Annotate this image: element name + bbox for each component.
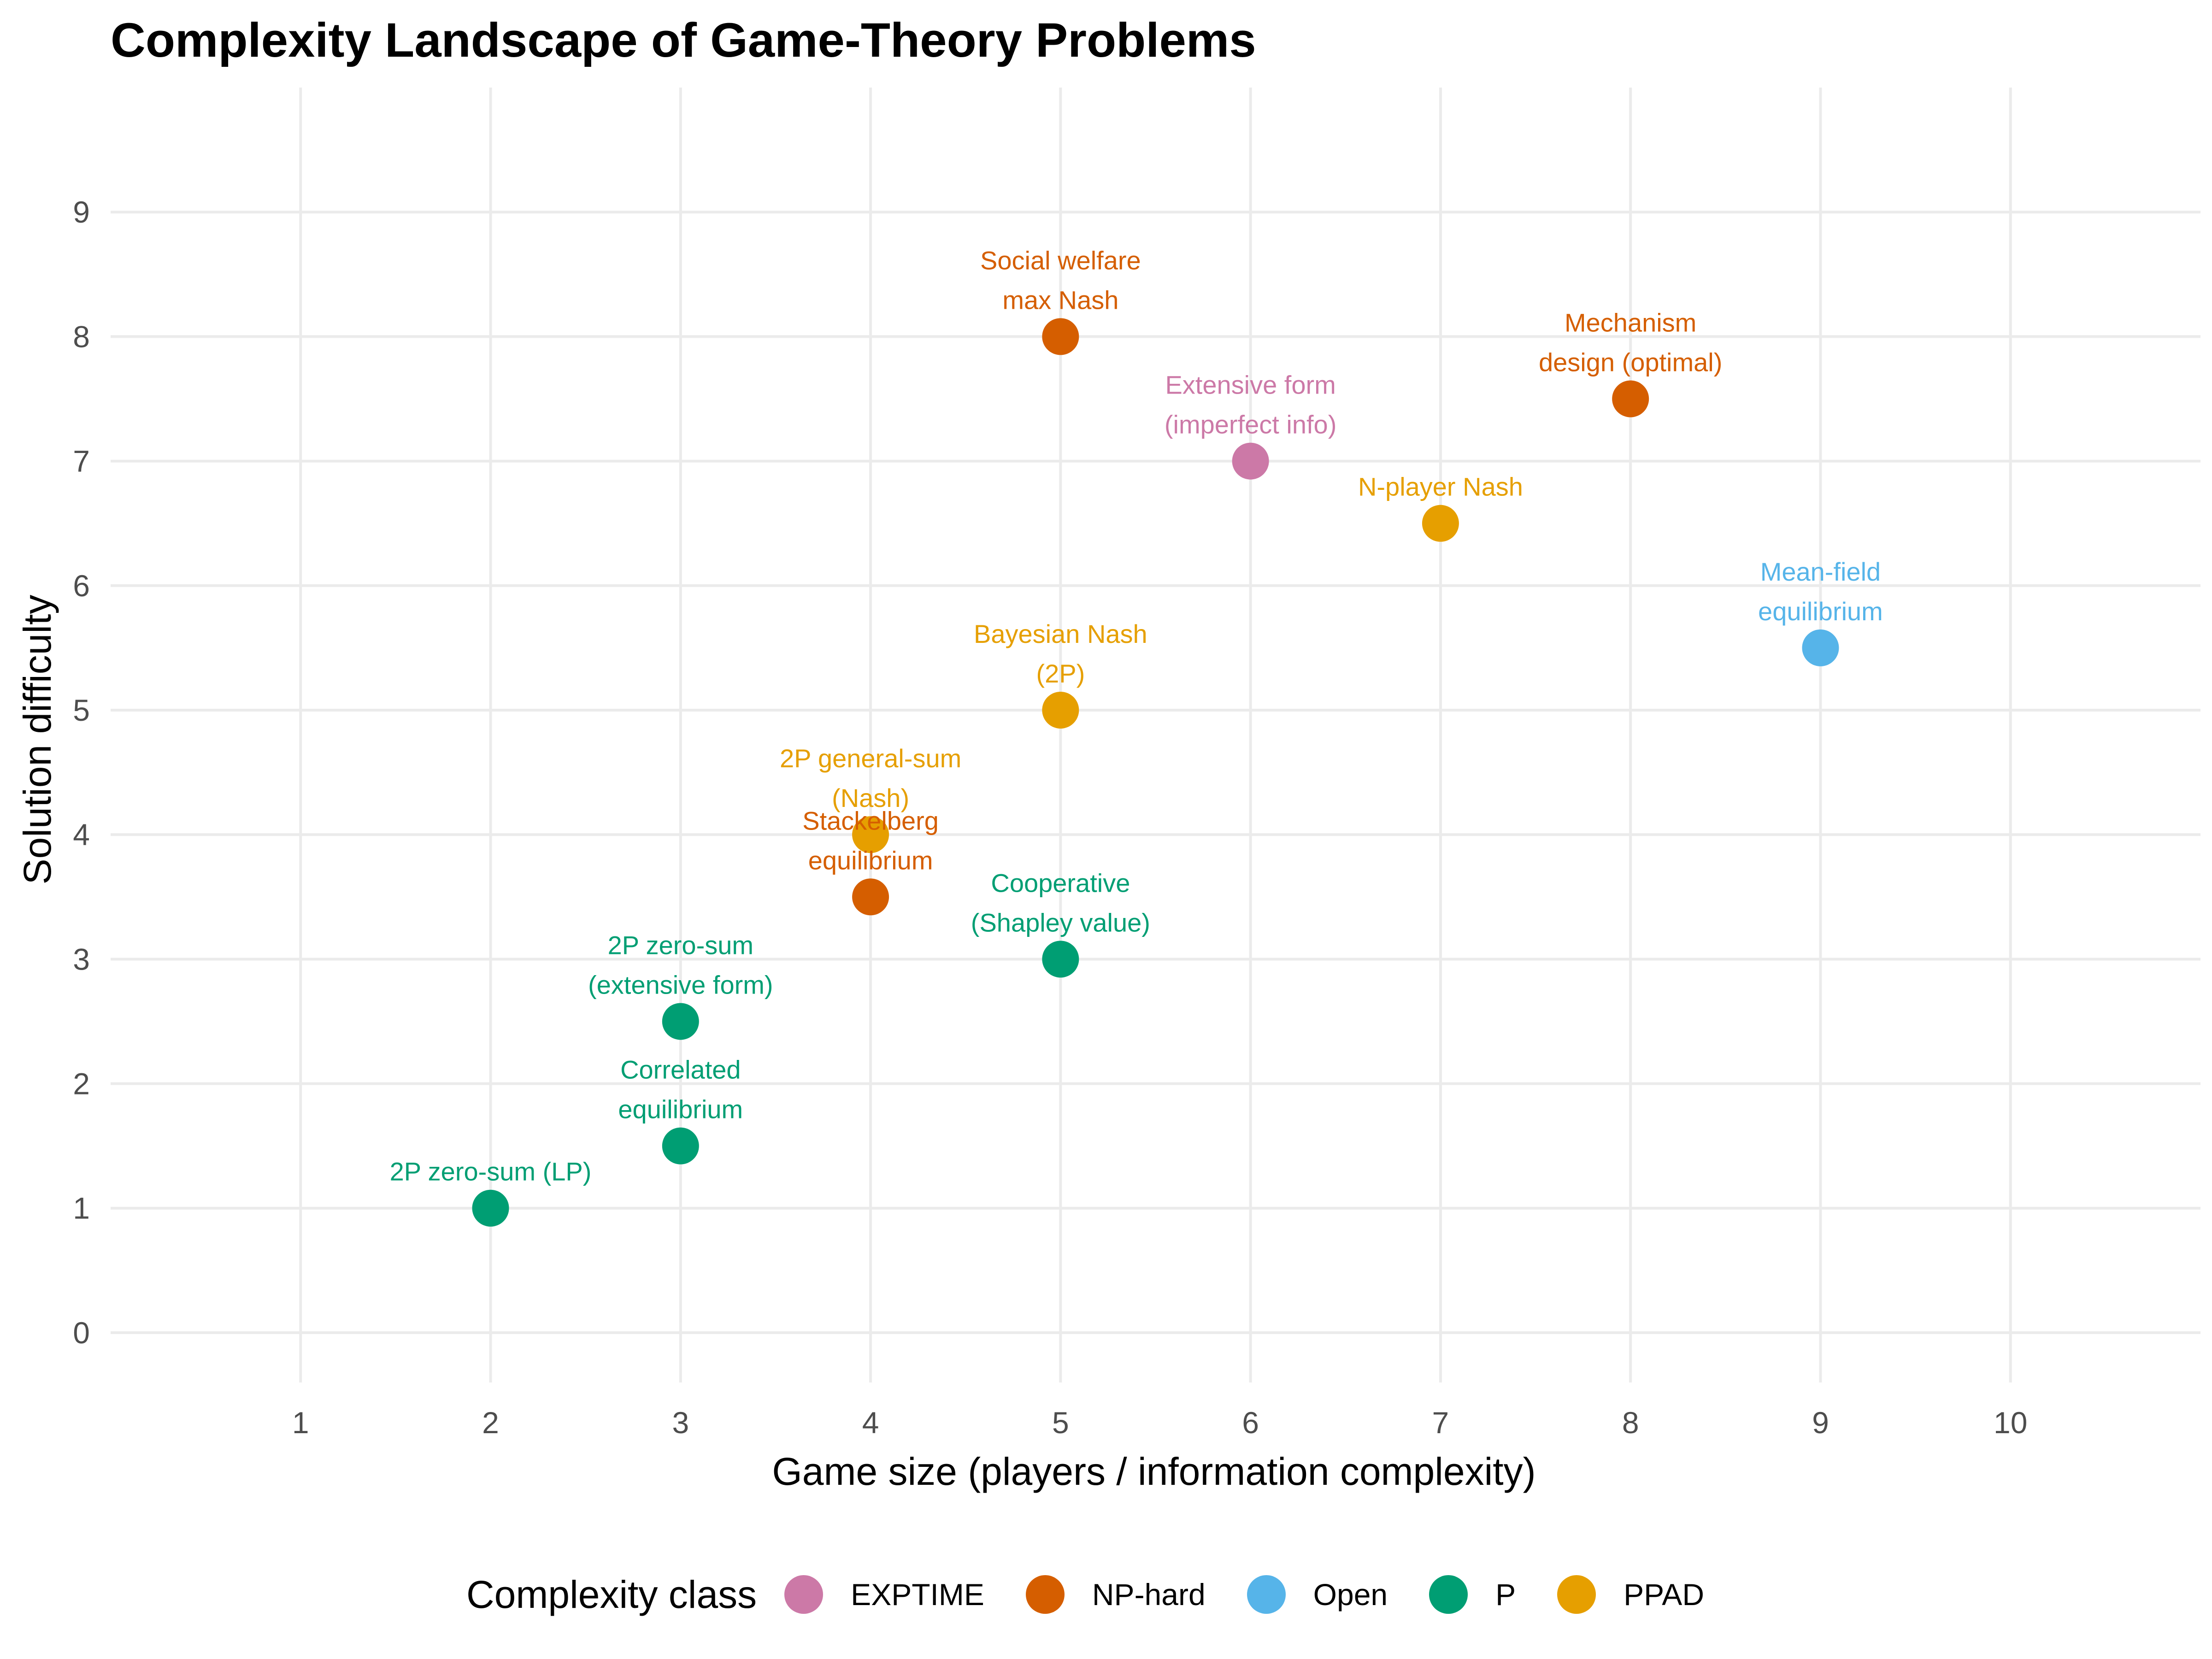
point-label: (Nash) [832, 783, 909, 812]
legend-swatch [1247, 1575, 1286, 1614]
y-tick-label: 2 [73, 1067, 90, 1101]
legend-item: Open [1247, 1575, 1388, 1614]
y-tick-label: 6 [73, 569, 90, 603]
legend-item: P [1429, 1575, 1516, 1614]
x-tick-label: 5 [1052, 1406, 1069, 1440]
y-tick-label: 4 [73, 818, 90, 852]
x-tick-label: 1 [292, 1406, 309, 1440]
point-label: (imperfect info) [1165, 410, 1336, 439]
data-point [1612, 380, 1649, 418]
legend-item: NP-hard [1025, 1575, 1206, 1614]
legend-label: Open [1313, 1577, 1388, 1612]
point-label: (Shapley value) [971, 908, 1150, 937]
point-label: Mean-field [1760, 557, 1881, 586]
point-label: Mechanism [1565, 308, 1696, 337]
grid-lines [111, 88, 2200, 1382]
point-label: 2P general-sum [780, 744, 961, 773]
point-label: Extensive form [1165, 371, 1335, 400]
point-label: equilibrium [808, 846, 933, 875]
point-label: Cooperative [991, 868, 1130, 897]
x-tick-label: 2 [482, 1406, 499, 1440]
y-axis-ticks: 0 1 2 3 4 5 6 7 8 9 [73, 195, 90, 1350]
point-label: (extensive form) [588, 970, 773, 999]
y-tick-label: 3 [73, 942, 90, 976]
point-label: Stackelberg [802, 806, 939, 835]
x-tick-label: 6 [1242, 1406, 1259, 1440]
x-tick-label: 4 [862, 1406, 879, 1440]
data-point [1042, 941, 1079, 978]
data-point [472, 1189, 509, 1227]
legend-item: EXPTIME [784, 1575, 984, 1614]
data-point [1802, 629, 1839, 666]
point-label: max Nash [1002, 285, 1118, 314]
legend-label: PPAD [1624, 1577, 1704, 1612]
legend-swatch [1557, 1575, 1596, 1614]
legend-label: P [1495, 1577, 1516, 1612]
point-label: Bayesian Nash [974, 619, 1147, 648]
x-tick-label: 10 [1994, 1406, 2027, 1440]
point-label: equilibrium [1758, 597, 1883, 626]
data-point [1042, 318, 1079, 355]
point-label: Correlated [620, 1055, 741, 1084]
y-tick-label: 9 [73, 195, 90, 229]
point-label: N-player Nash [1358, 472, 1523, 501]
data-points [472, 318, 1839, 1227]
legend-label: EXPTIME [851, 1577, 984, 1612]
x-axis-title: Game size (players / information complex… [772, 1450, 1535, 1493]
point-label: 2P zero-sum [608, 930, 753, 959]
legend-label: NP-hard [1092, 1577, 1206, 1612]
y-tick-label: 8 [73, 319, 90, 353]
legend-item: PPAD [1557, 1575, 1704, 1614]
data-point [1422, 505, 1459, 542]
legend-swatch [1025, 1575, 1065, 1614]
data-point [852, 816, 889, 853]
point-label: 2P zero-sum (LP) [390, 1157, 592, 1186]
y-tick-label: 7 [73, 444, 90, 478]
x-tick-label: 8 [1622, 1406, 1639, 1440]
point-label: (2P) [1036, 659, 1085, 688]
data-point [1042, 691, 1079, 729]
legend: Complexity class EXPTIME NP-hard Open P PPAD [0, 1567, 2212, 1622]
data-point [662, 1127, 699, 1165]
x-tick-label: 7 [1432, 1406, 1449, 1440]
y-tick-label: 1 [73, 1191, 90, 1225]
chart-title: Complexity Landscape of Game-Theory Prob… [111, 13, 1256, 67]
y-tick-label: 5 [73, 693, 90, 727]
point-label: Social welfare [980, 246, 1141, 275]
data-point [1232, 442, 1269, 480]
data-point [852, 878, 889, 916]
point-label: design (optimal) [1539, 347, 1722, 377]
data-point [662, 1003, 699, 1040]
legend-swatch [1429, 1575, 1468, 1614]
legend-title: Complexity class [466, 1572, 757, 1616]
x-axis-ticks: 1 2 3 4 5 6 7 8 9 10 [292, 1406, 2028, 1440]
x-tick-label: 9 [1812, 1406, 1829, 1440]
y-tick-label: 0 [73, 1316, 90, 1350]
point-label: equilibrium [618, 1095, 743, 1124]
x-tick-label: 3 [672, 1406, 689, 1440]
legend-swatch [784, 1575, 824, 1614]
y-axis-title: Solution difficulty [16, 595, 59, 885]
point-labels: 2P zero-sum (LP) Correlated equilibrium 2P … [390, 246, 1883, 1186]
